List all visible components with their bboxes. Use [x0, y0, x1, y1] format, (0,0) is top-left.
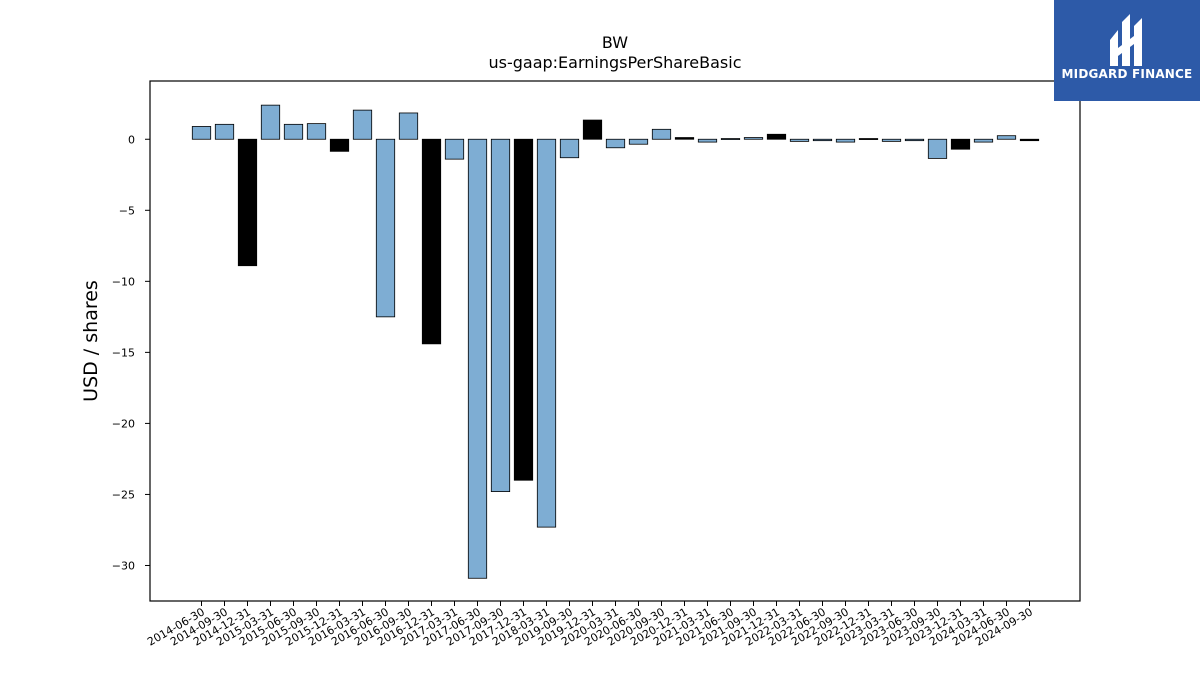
bar-2015-03-31 — [260, 104, 281, 140]
y-tick-label: −20 — [112, 417, 135, 430]
bar-2020-06-30 — [628, 138, 649, 145]
bar-2014-09-30 — [214, 123, 235, 140]
bar-2014-06-30 — [191, 126, 212, 140]
bar-2022-09-30 — [835, 138, 856, 143]
bar-2022-12-31 — [858, 138, 879, 140]
midgard-finance-logo: MIDGARD FINANCE — [1054, 0, 1200, 101]
bar-2020-12-31 — [674, 137, 695, 140]
bars-group — [191, 104, 1040, 579]
bar-2024-06-30 — [996, 135, 1017, 140]
bar-2016-06-30 — [375, 138, 396, 318]
bar-2017-12-31 — [513, 138, 534, 481]
bar-2019-09-30 — [559, 138, 580, 159]
y-tick-label: −10 — [112, 275, 135, 288]
x-axis: 2014-06-302014-09-302014-12-312015-03-31… — [145, 601, 1035, 649]
bar-2020-09-30 — [651, 128, 672, 140]
bar-2024-03-31 — [973, 138, 994, 143]
midgard-logo-icon — [1110, 14, 1142, 66]
bar-2021-12-31 — [766, 133, 787, 140]
logo-text: MIDGARD FINANCE — [1061, 67, 1193, 81]
bar-2019-12-31 — [582, 119, 603, 140]
bar-2014-12-31 — [237, 138, 258, 267]
bar-2017-06-30 — [467, 138, 488, 579]
y-axis: 0 −5 −10 −15 −20 −25 −30 — [112, 133, 150, 572]
bar-2016-12-31 — [421, 138, 442, 345]
bar-2016-09-30 — [398, 112, 419, 140]
bar-2024-09-30 — [1019, 138, 1040, 142]
y-tick-label: −25 — [112, 488, 135, 501]
bar-2022-06-30 — [812, 138, 833, 142]
bar-2017-03-31 — [444, 138, 465, 160]
chart-subtitle: us-gaap:EarningsPerShareBasic — [488, 53, 741, 72]
bar-2023-09-30 — [927, 138, 948, 159]
bar-2022-03-31 — [789, 138, 810, 142]
bar-2020-03-31 — [605, 138, 626, 149]
bar-2023-12-31 — [950, 138, 971, 150]
plot-frame — [149, 80, 1081, 602]
bar-2015-06-30 — [283, 123, 304, 140]
y-tick-label: −5 — [119, 204, 135, 217]
y-tick-label: −15 — [112, 346, 135, 359]
bar-2023-06-30 — [904, 138, 925, 142]
bar-2015-12-31 — [329, 138, 350, 152]
bar-2023-03-31 — [881, 138, 902, 142]
bar-2018-03-31 — [536, 138, 557, 528]
chart-title: BW — [602, 33, 628, 52]
bar-2021-03-31 — [697, 138, 718, 143]
bar-2021-09-30 — [743, 137, 764, 140]
y-tick-label: 0 — [128, 133, 135, 146]
bar-2015-09-30 — [306, 123, 327, 140]
bar-2016-03-31 — [352, 109, 373, 140]
bar-2017-09-30 — [490, 138, 511, 493]
y-tick-label: −30 — [112, 559, 135, 572]
y-axis-label: USD / shares — [80, 280, 102, 402]
bar-2021-06-30 — [720, 138, 741, 140]
